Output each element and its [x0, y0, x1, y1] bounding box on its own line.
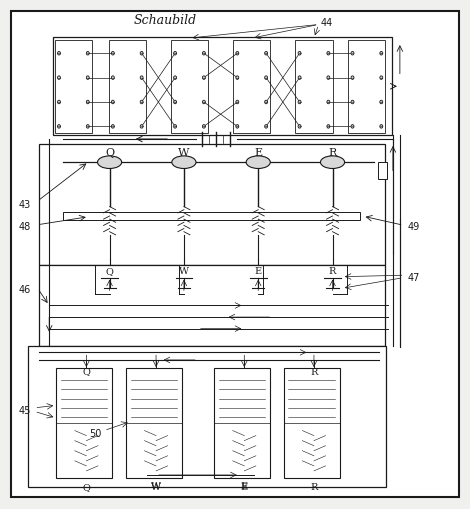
- Ellipse shape: [86, 77, 89, 80]
- Ellipse shape: [203, 52, 205, 56]
- Ellipse shape: [236, 52, 239, 56]
- Ellipse shape: [203, 125, 205, 129]
- Text: 44: 44: [321, 18, 333, 28]
- Ellipse shape: [172, 157, 196, 169]
- Ellipse shape: [351, 101, 354, 104]
- Ellipse shape: [86, 101, 89, 104]
- Bar: [348, 41, 385, 134]
- Ellipse shape: [140, 77, 143, 80]
- Text: W: W: [151, 480, 161, 490]
- Text: 49: 49: [407, 222, 420, 232]
- Bar: [55, 41, 92, 134]
- Ellipse shape: [351, 52, 354, 56]
- Ellipse shape: [327, 77, 330, 80]
- Text: E: E: [255, 266, 262, 275]
- Bar: [39, 266, 385, 346]
- Ellipse shape: [265, 125, 267, 129]
- Text: Q: Q: [106, 266, 114, 275]
- Ellipse shape: [111, 125, 114, 129]
- Ellipse shape: [298, 77, 301, 80]
- Ellipse shape: [173, 125, 177, 129]
- Ellipse shape: [173, 101, 177, 104]
- Bar: [233, 41, 270, 134]
- Text: Schaubild: Schaubild: [134, 14, 197, 27]
- Ellipse shape: [321, 157, 345, 169]
- Ellipse shape: [265, 52, 267, 56]
- Ellipse shape: [380, 125, 383, 129]
- Text: W: W: [179, 266, 189, 275]
- Bar: [214, 368, 270, 478]
- Bar: [109, 41, 146, 134]
- Ellipse shape: [57, 77, 61, 80]
- Text: E: E: [254, 147, 262, 157]
- Bar: [53, 38, 392, 136]
- Ellipse shape: [298, 52, 301, 56]
- Text: Q: Q: [105, 147, 114, 157]
- Ellipse shape: [111, 101, 114, 104]
- Text: 48: 48: [19, 222, 31, 232]
- Ellipse shape: [380, 52, 383, 56]
- Text: 50: 50: [89, 428, 102, 438]
- Ellipse shape: [351, 77, 354, 80]
- Ellipse shape: [380, 77, 383, 80]
- Ellipse shape: [380, 101, 383, 104]
- Ellipse shape: [57, 101, 61, 104]
- Bar: [378, 163, 387, 180]
- Text: W: W: [151, 482, 161, 491]
- Ellipse shape: [327, 101, 330, 104]
- Ellipse shape: [246, 157, 270, 169]
- Text: 47: 47: [407, 272, 420, 282]
- Bar: [126, 368, 181, 478]
- Text: 46: 46: [19, 285, 31, 295]
- Ellipse shape: [265, 101, 267, 104]
- Text: 45: 45: [19, 406, 31, 415]
- Bar: [284, 368, 339, 478]
- Bar: [56, 368, 112, 478]
- Text: E: E: [241, 482, 248, 491]
- Ellipse shape: [140, 125, 143, 129]
- Text: Q: Q: [82, 482, 90, 491]
- Ellipse shape: [57, 52, 61, 56]
- Text: R: R: [329, 147, 337, 157]
- Text: W: W: [178, 147, 189, 157]
- Ellipse shape: [86, 125, 89, 129]
- Ellipse shape: [140, 101, 143, 104]
- Text: 43: 43: [19, 199, 31, 209]
- Ellipse shape: [111, 52, 114, 56]
- Ellipse shape: [265, 77, 267, 80]
- Ellipse shape: [97, 157, 122, 169]
- Ellipse shape: [86, 52, 89, 56]
- Ellipse shape: [173, 52, 177, 56]
- Ellipse shape: [298, 101, 301, 104]
- Ellipse shape: [327, 52, 330, 56]
- Ellipse shape: [203, 101, 205, 104]
- Ellipse shape: [327, 125, 330, 129]
- Bar: [63, 212, 360, 220]
- Text: Q: Q: [82, 367, 90, 376]
- Ellipse shape: [57, 125, 61, 129]
- Text: R: R: [329, 266, 336, 275]
- Text: E: E: [241, 480, 248, 490]
- Ellipse shape: [236, 77, 239, 80]
- Ellipse shape: [236, 101, 239, 104]
- Text: R: R: [310, 482, 318, 491]
- Bar: [295, 41, 333, 134]
- Bar: [39, 145, 385, 266]
- Ellipse shape: [140, 52, 143, 56]
- Bar: [28, 346, 386, 487]
- Text: R: R: [310, 367, 318, 376]
- Ellipse shape: [351, 125, 354, 129]
- Ellipse shape: [236, 125, 239, 129]
- Ellipse shape: [298, 125, 301, 129]
- Ellipse shape: [203, 77, 205, 80]
- Bar: [171, 41, 208, 134]
- Ellipse shape: [111, 77, 114, 80]
- Ellipse shape: [173, 77, 177, 80]
